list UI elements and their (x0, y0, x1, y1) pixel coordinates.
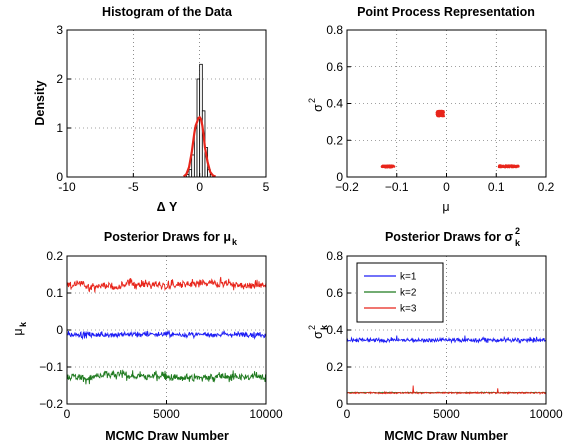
mu-draws-y-label-sub: k (18, 321, 28, 327)
sigma-legend: k=1 k=2 k=3 (356, 262, 444, 323)
sigma-draws-y-label-base: σ (311, 331, 325, 339)
sigma-draws-title: Posterior Draws for σ 2 k (385, 226, 521, 248)
histogram-panel: Histogram of the Data -10 -5 0 5 0 1 2 3 Δ Y De… (33, 5, 270, 214)
point-process-point (384, 164, 388, 168)
point-process-x-label: μ (442, 200, 449, 214)
sigma-draws-title-sup: 2 (515, 226, 520, 236)
legend-label-k2: k=2 (400, 288, 417, 299)
sigma-draws-panel: Posterior Draws for σ 2 k 0 5000 10000 0 0.2… (307, 226, 563, 443)
point-process-point (439, 111, 442, 115)
mu-draws-title-sub: k (232, 237, 238, 247)
y-tick-label: 0.2 (326, 360, 343, 374)
histogram-axes-frame (66, 29, 267, 178)
mu-draws-axes-frame (66, 255, 267, 405)
y-tick-label: −0.2 (39, 397, 63, 411)
point-process-y-label-base: σ (311, 104, 325, 112)
y-tick-label: 0.6 (326, 60, 343, 74)
x-tick-label: -5 (128, 180, 139, 194)
y-tick-label: 0.8 (326, 249, 343, 263)
point-process-point (508, 164, 512, 167)
mu-draws-y-label: μ k (11, 321, 28, 336)
trace-line (346, 335, 547, 344)
histogram-y-label: Density (33, 80, 47, 125)
y-tick-label: 0 (336, 170, 343, 184)
point-process-point (515, 164, 519, 168)
y-tick-label: 0.6 (326, 286, 343, 300)
y-tick-label: 0 (336, 397, 343, 411)
histogram-title: Histogram of the Data (102, 5, 233, 19)
point-process-point (439, 114, 443, 117)
x-tick-label: 0.2 (538, 180, 555, 194)
y-tick-label: 0.8 (326, 23, 343, 37)
point-process-panel: Point Process Representation −0.2 −0.1 0 0.… (307, 5, 555, 214)
x-tick-label: 0 (344, 407, 351, 421)
mu-draws-title: Posterior Draws for μ k (104, 230, 238, 247)
density-curve (183, 115, 216, 178)
y-tick-label: 0.4 (326, 97, 343, 111)
point-process-point (436, 114, 440, 118)
y-tick-label: 0.2 (326, 133, 343, 147)
point-process-point (393, 165, 396, 168)
histogram-x-label: Δ Y (157, 200, 178, 214)
sigma-draws-title-sub: k (515, 238, 521, 248)
y-tick-label: 2 (56, 72, 63, 86)
x-tick-label: 5000 (433, 407, 460, 421)
y-tick-label: 0.4 (326, 323, 343, 337)
trace-line (346, 385, 547, 395)
point-process-title: Point Process Representation (357, 5, 535, 19)
x-tick-label: 0 (64, 407, 71, 421)
point-process-point (437, 110, 440, 114)
trace-line (66, 369, 267, 385)
y-tick-label: 0 (56, 170, 63, 184)
point-process-point (504, 164, 508, 168)
x-tick-label: −0.2 (335, 180, 359, 194)
sigma-draws-title-text: Posterior Draws for σ (385, 230, 513, 244)
x-tick-label: 0.1 (488, 180, 505, 194)
y-tick-label: −0.1 (39, 360, 63, 374)
legend-label-k1: k=1 (400, 272, 417, 283)
x-tick-label: 10000 (529, 407, 563, 421)
sigma-draws-y-label-sup: 2 (307, 325, 317, 330)
y-tick-label: 0.2 (46, 249, 63, 263)
y-tick-label: 0 (56, 323, 63, 337)
x-tick-label: 10000 (249, 407, 283, 421)
point-process-y-label-sup: 2 (307, 98, 317, 103)
x-tick-label: 0 (196, 180, 203, 194)
sigma-draws-y-label-sub: k (319, 324, 329, 330)
sigma-draws-x-label: MCMC Draw Number (384, 429, 508, 443)
x-tick-label: 5 (263, 180, 270, 194)
point-process-y-label: σ 2 (307, 98, 325, 112)
point-process-point (498, 165, 502, 169)
x-tick-label: -10 (58, 180, 76, 194)
point-process-point (380, 165, 384, 169)
point-process-point (513, 165, 516, 169)
x-tick-label: 0 (443, 180, 450, 194)
point-process-point (511, 165, 514, 168)
y-tick-label: 0.1 (46, 286, 63, 300)
x-tick-label: −0.1 (385, 180, 409, 194)
mu-draws-title-text: Posterior Draws for μ (104, 230, 231, 244)
y-tick-label: 1 (56, 121, 63, 135)
point-process-point (389, 165, 392, 168)
y-tick-label: 3 (56, 23, 63, 37)
mu-draws-x-label: MCMC Draw Number (105, 429, 229, 443)
sigma-draws-y-label: σ 2 k (307, 324, 329, 339)
mu-draws-panel: Posterior Draws for μ k 0 5000 10000 −0.2 −0… (11, 230, 283, 443)
legend-label-k3: k=3 (400, 304, 417, 315)
trace-line (66, 276, 267, 293)
mu-draws-y-label-base: μ (11, 328, 25, 335)
x-tick-label: 5000 (153, 407, 180, 421)
trace-line (66, 330, 267, 341)
